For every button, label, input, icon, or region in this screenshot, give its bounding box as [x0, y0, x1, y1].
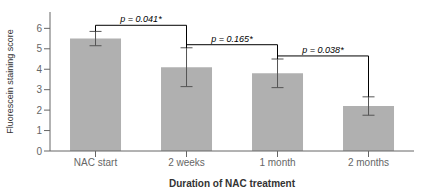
svg-text:3: 3 — [36, 84, 42, 95]
svg-text:p = 0.041*: p = 0.041* — [119, 14, 162, 24]
svg-text:2 months: 2 months — [348, 157, 389, 168]
svg-text:NAC start: NAC start — [74, 157, 118, 168]
svg-text:Duration of NAC treatment: Duration of NAC treatment — [169, 178, 296, 189]
svg-text:2 weeks: 2 weeks — [168, 157, 205, 168]
svg-text:p = 0.038*: p = 0.038* — [301, 45, 344, 55]
svg-text:p = 0.165*: p = 0.165* — [210, 34, 253, 44]
svg-text:6: 6 — [36, 23, 42, 34]
svg-text:2: 2 — [36, 105, 42, 116]
svg-text:0: 0 — [36, 146, 42, 157]
svg-text:1: 1 — [36, 125, 42, 136]
svg-text:Fluorescein staining score: Fluorescein staining score — [8, 29, 15, 134]
svg-text:5: 5 — [36, 43, 42, 54]
svg-text:4: 4 — [36, 64, 42, 75]
svg-text:1 month: 1 month — [259, 157, 295, 168]
